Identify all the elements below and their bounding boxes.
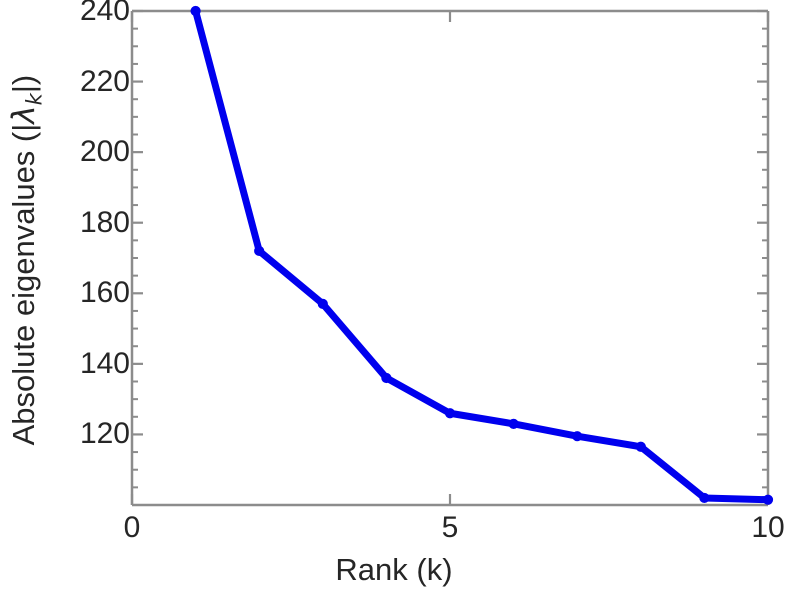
y-tick-label: 180 xyxy=(79,205,130,239)
y-tick-label: 240 xyxy=(79,0,130,27)
data-point-marker xyxy=(444,408,456,419)
data-point-marker xyxy=(190,5,201,17)
y-tick-label: 140 xyxy=(79,346,130,380)
axis-ticks xyxy=(130,9,770,506)
data-point-marker xyxy=(699,492,710,504)
data-point-marker xyxy=(572,431,583,442)
data-point-marker xyxy=(508,418,519,429)
axes-frame xyxy=(130,9,770,507)
y-tick-label: 160 xyxy=(79,276,130,310)
y-tick-label: 120 xyxy=(79,417,130,451)
y-tick-label: 220 xyxy=(79,64,130,98)
x-tick-label: 0 xyxy=(123,511,141,544)
data-point-marker xyxy=(762,494,774,505)
x-tick-label: 10 xyxy=(751,511,785,544)
y-tick-label: 200 xyxy=(79,135,130,169)
data-point-marker xyxy=(254,245,265,257)
x-tick-label: 5 xyxy=(441,511,459,544)
x-tick-label-group: 0 5 10 xyxy=(0,513,788,553)
data-series-line xyxy=(192,7,772,504)
data-series-markers xyxy=(190,5,774,505)
data-point-marker xyxy=(317,298,328,309)
y-tick-label-group: 120 140 160 180 200 220 240 xyxy=(42,0,130,520)
x-axis-title: Rank (k) xyxy=(335,552,453,587)
data-point-marker xyxy=(381,372,392,384)
series-polyline xyxy=(192,7,772,504)
data-point-marker xyxy=(635,441,646,452)
